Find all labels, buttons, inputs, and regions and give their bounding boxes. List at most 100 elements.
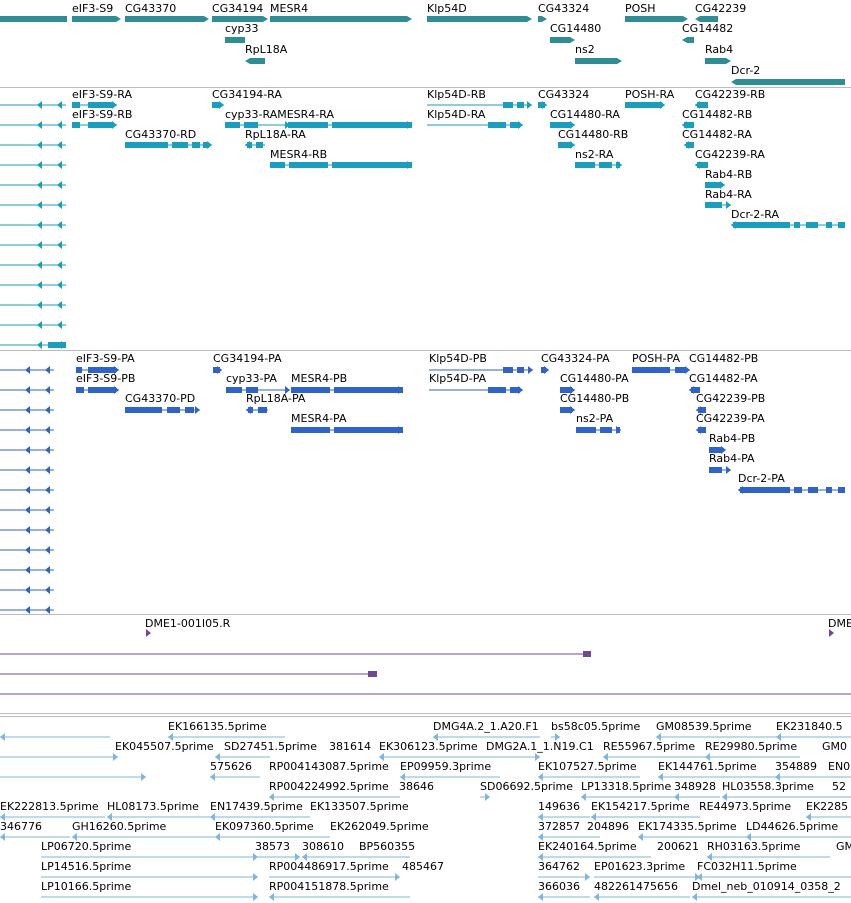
transcript-glyph[interactable] xyxy=(57,201,62,209)
transcript-label[interactable]: ns2-RA xyxy=(575,148,614,161)
est-glyph[interactable] xyxy=(253,873,258,881)
gene-glyph[interactable] xyxy=(212,16,268,22)
transcript-glyph-tip[interactable] xyxy=(407,161,412,169)
protein-glyph-exon[interactable] xyxy=(88,387,116,393)
transcript-label[interactable]: Klp54D-RB xyxy=(427,88,486,101)
est-glyph[interactable] xyxy=(395,873,400,881)
est-glyph[interactable] xyxy=(674,793,679,801)
transcript-glyph[interactable] xyxy=(57,101,62,109)
transcript-glyph[interactable] xyxy=(48,342,66,348)
protein-glyph-exon[interactable] xyxy=(740,487,790,493)
est-label[interactable]: EP01623.3prime xyxy=(594,860,686,873)
transcript-glyph-tip[interactable] xyxy=(660,101,665,109)
protein-glyph-exon[interactable] xyxy=(167,407,180,413)
protein-glyph[interactable] xyxy=(25,606,30,614)
protein-glyph-exon[interactable] xyxy=(517,367,524,373)
transcript-glyph-exon[interactable] xyxy=(625,102,662,108)
est-glyph[interactable] xyxy=(0,833,5,841)
protein-glyph[interactable] xyxy=(45,546,50,554)
est-label[interactable]: FC032H11.5prime xyxy=(697,860,797,873)
est-label[interactable]: GM xyxy=(836,840,851,853)
protein-label[interactable]: CG14480-PB xyxy=(560,392,630,405)
gene-label[interactable]: MESR4 xyxy=(270,2,309,15)
protein-glyph-exon[interactable] xyxy=(76,387,84,393)
protein-glyph-tip[interactable] xyxy=(696,406,701,414)
est-glyph[interactable] xyxy=(269,793,274,801)
protein-glyph-exon[interactable] xyxy=(291,387,330,393)
protein-glyph-exon[interactable] xyxy=(488,387,506,393)
protein-glyph-exon[interactable] xyxy=(541,367,546,373)
protein-label[interactable]: CG43324-PA xyxy=(541,352,610,365)
est-label[interactable]: DMG2A.1_1.N19.C1 xyxy=(486,740,594,753)
est-label[interactable]: EK166135.5prime xyxy=(168,720,267,733)
transcript-glyph-exon[interactable] xyxy=(192,142,200,148)
est-glyph[interactable] xyxy=(538,893,543,901)
transcript-glyph-exon[interactable] xyxy=(256,142,263,148)
protein-glyph-tip[interactable] xyxy=(528,366,533,374)
est-label[interactable]: 38573 xyxy=(255,840,290,853)
est-label[interactable]: EN0 xyxy=(828,760,851,773)
protein-glyph[interactable] xyxy=(25,486,30,494)
est-label[interactable]: RH03163.5prime xyxy=(707,840,801,853)
protein-label[interactable]: CG42239-PB xyxy=(696,392,766,405)
est-label[interactable]: BP560355 xyxy=(359,840,416,853)
transcript-glyph-exon[interactable] xyxy=(88,102,112,108)
gene-label[interactable]: CG14482 xyxy=(682,22,734,35)
gene-glyph[interactable] xyxy=(550,37,575,43)
transcript-label[interactable]: POSH-RA xyxy=(625,88,675,101)
transcript-glyph-tip[interactable] xyxy=(726,201,731,209)
protein-glyph-tip[interactable] xyxy=(114,386,119,394)
gene-glyph[interactable] xyxy=(705,58,731,64)
protein-glyph-exon[interactable] xyxy=(213,367,220,373)
est-label[interactable]: bs58c05.5prime xyxy=(551,720,641,733)
protein-glyph[interactable] xyxy=(25,446,30,454)
est-label[interactable]: 38646 xyxy=(399,780,434,793)
est-label[interactable]: 52 xyxy=(832,780,846,793)
est-glyph[interactable] xyxy=(638,833,643,841)
est-label[interactable]: SD27451.5prime xyxy=(224,740,317,753)
protein-glyph-exon[interactable] xyxy=(246,387,258,393)
est-glyph[interactable] xyxy=(538,833,543,841)
transcript-glyph-exon[interactable] xyxy=(125,142,168,148)
transcript-glyph-exon[interactable] xyxy=(684,122,694,128)
gene-label[interactable]: ns2 xyxy=(575,43,595,56)
protein-label[interactable]: Rab4-PB xyxy=(709,432,756,445)
transcript-glyph-tip[interactable] xyxy=(219,101,224,109)
est-label[interactable]: LP06720.5prime xyxy=(41,840,132,853)
transcript-glyph[interactable] xyxy=(57,301,62,309)
est-glyph[interactable] xyxy=(215,833,220,841)
est-glyph[interactable] xyxy=(697,873,702,881)
est-label[interactable]: EK306123.5prime xyxy=(379,740,478,753)
gene-label[interactable]: cyp33 xyxy=(225,22,259,35)
est-label[interactable]: EK174335.5prime xyxy=(638,820,737,833)
est-label[interactable]: HL08173.5prime xyxy=(107,800,199,813)
transcript-glyph-exon[interactable] xyxy=(517,102,524,108)
transcript-label[interactable]: RpL18A-RA xyxy=(245,128,306,141)
transcript-glyph-exon[interactable] xyxy=(332,162,412,168)
protein-glyph[interactable] xyxy=(45,586,50,594)
transcript-glyph[interactable] xyxy=(37,281,42,289)
est-glyph[interactable] xyxy=(656,733,661,741)
transcript-label[interactable]: eIF3-S9-RA xyxy=(72,88,132,101)
protein-label[interactable]: CG14480-PA xyxy=(560,372,629,385)
protein-glyph[interactable] xyxy=(45,506,50,514)
transcript-glyph-tip[interactable] xyxy=(682,121,687,129)
transcript-glyph-exon[interactable] xyxy=(72,102,80,108)
est-label[interactable]: EK097360.5prime xyxy=(215,820,314,833)
est-label[interactable]: 381614 xyxy=(329,740,371,753)
gene-label[interactable]: CG43370 xyxy=(125,2,177,15)
gene-label[interactable]: Klp54D xyxy=(427,2,467,15)
transcript-label[interactable]: Dcr-2-RA xyxy=(731,208,779,221)
protein-label[interactable]: CG42239-PA xyxy=(696,412,765,425)
est-glyph[interactable] xyxy=(72,833,77,841)
transcript-glyph-exon[interactable] xyxy=(575,162,595,168)
transcript-glyph-exon[interactable] xyxy=(826,222,832,228)
est-glyph[interactable] xyxy=(555,733,560,741)
protein-label[interactable]: MESR4-PA xyxy=(291,412,347,425)
protein-glyph[interactable] xyxy=(45,606,50,614)
est-label[interactable]: EK2285 xyxy=(806,800,849,813)
transcript-glyph-tip[interactable] xyxy=(112,101,117,109)
est-glyph[interactable] xyxy=(775,773,780,781)
gene-label[interactable]: POSH xyxy=(625,2,656,15)
transcript-glyph-exon[interactable] xyxy=(705,202,722,208)
